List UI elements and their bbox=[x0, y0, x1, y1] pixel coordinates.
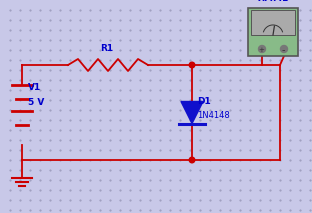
Text: 5 V: 5 V bbox=[28, 98, 44, 107]
Text: 1N4148: 1N4148 bbox=[197, 111, 230, 119]
Circle shape bbox=[189, 62, 195, 68]
Text: D1: D1 bbox=[197, 98, 211, 106]
FancyBboxPatch shape bbox=[248, 8, 298, 56]
Text: XMM1: XMM1 bbox=[257, 0, 289, 3]
Circle shape bbox=[259, 46, 266, 52]
Circle shape bbox=[280, 46, 287, 52]
Text: +: + bbox=[258, 47, 264, 53]
Text: V1: V1 bbox=[28, 83, 41, 92]
Polygon shape bbox=[181, 102, 203, 124]
FancyBboxPatch shape bbox=[251, 10, 295, 35]
Text: -: - bbox=[281, 45, 285, 55]
Circle shape bbox=[189, 157, 195, 163]
Text: R1: R1 bbox=[100, 44, 113, 53]
